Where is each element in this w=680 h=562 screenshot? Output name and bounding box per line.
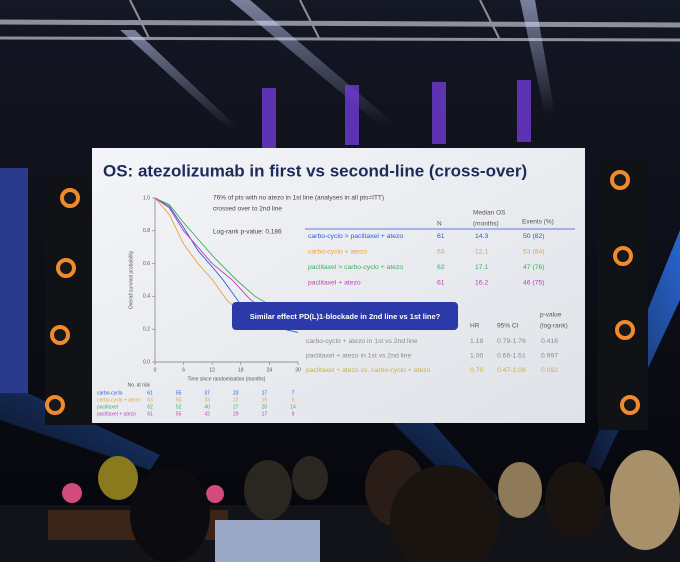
x-tick-label: 30 — [295, 367, 301, 373]
table-header: N — [437, 221, 442, 228]
note: 76% of pts with no atezo in 1st line (an… — [213, 195, 384, 202]
at-risk-count: 9 — [292, 411, 295, 417]
at-risk-count: 23 — [233, 390, 239, 396]
table-cell: 0.70 — [470, 367, 483, 374]
survival-curve — [154, 197, 299, 314]
logrank: Log-rank p-value: 0.186 — [213, 229, 282, 236]
stage-lights — [262, 80, 531, 148]
banner-text: Similar effect PD(L)1-blockade in 2nd li… — [250, 312, 441, 321]
table-header: HR — [470, 323, 480, 330]
table-cell: paclitaxel + atezo — [308, 279, 361, 286]
at-risk-count: 52 — [176, 404, 182, 410]
slide — [92, 148, 585, 423]
at-risk-count: 55 — [176, 390, 182, 396]
at-risk-count: 27 — [233, 404, 239, 410]
table-header: (log-rank) — [540, 323, 568, 330]
table-cell: 0.47-1.06 — [497, 367, 526, 374]
at-risk-count: 37 — [204, 390, 210, 396]
table-cell: 50 (82) — [523, 233, 545, 240]
table-cell: 61 — [437, 233, 445, 240]
table-header: Events (%) — [522, 219, 554, 226]
table-cell: 46 (75) — [523, 279, 545, 286]
table-cell: 12.1 — [475, 248, 488, 255]
at-risk-label: paclitaxel + atezo — [97, 411, 136, 417]
x-tick-label: 24 — [267, 367, 273, 373]
at-risk-count: 50 — [176, 397, 182, 403]
table-cell: 1.00 — [470, 352, 483, 359]
table-cell: 16.2 — [475, 279, 488, 286]
y-axis-label: Overall survival probability — [128, 250, 134, 309]
truss — [0, 0, 680, 42]
at-risk-count: 6 — [292, 397, 295, 403]
table-cell: 17.1 — [475, 264, 488, 271]
at-risk-count: 55 — [176, 411, 182, 417]
x-tick-label: 6 — [182, 367, 185, 373]
slide-title: OS: atezolizumab in first vs second-line… — [103, 161, 527, 180]
table-header: Median OS — [473, 210, 506, 217]
table-header: 95% CI — [497, 323, 519, 330]
table-cell: carbo-cyclo + atezo in 1st vs 2nd line — [306, 338, 418, 345]
x-tick-label: 18 — [238, 367, 244, 373]
x-axis-label: Time since randomisation (months) — [188, 376, 266, 382]
at-risk-count: 20 — [262, 404, 268, 410]
table-cell: carbo-cyclo + atezo — [308, 248, 367, 255]
y-tick-label: 0.8 — [143, 228, 150, 234]
table-cell: 0.79-1.76 — [497, 338, 526, 345]
at-risk-count: 22 — [233, 397, 239, 403]
at-risk-label: paclitaxel — [97, 404, 118, 410]
y-tick-label: 0.0 — [143, 359, 150, 365]
table-cell: 0.997 — [541, 352, 558, 359]
at-risk-count: 29 — [233, 411, 239, 417]
table-cell: 61 — [437, 279, 445, 286]
y-tick-label: 0.2 — [143, 327, 150, 333]
x-tick-label: 12 — [209, 367, 215, 373]
at-risk-count: 33 — [204, 397, 210, 403]
speakers — [45, 160, 648, 430]
table-cell: 14.3 — [475, 233, 488, 240]
audience — [0, 450, 680, 562]
y-tick-label: 0.6 — [143, 261, 150, 267]
table-cell: carbo-cyclo > paclitaxel + atezo — [308, 233, 403, 240]
table-cell: 1.18 — [470, 338, 483, 345]
at-risk-count: 62 — [147, 404, 153, 410]
at-risk-label: carbo-cyclo — [97, 390, 123, 396]
side-screen — [0, 168, 28, 393]
at-risk-count: 17 — [262, 411, 268, 417]
at-risk-count: 40 — [204, 404, 210, 410]
at-risk-count: 7 — [292, 390, 295, 396]
table-cell: paclitaxel + atezo in 1st vs 2nd line — [306, 352, 411, 359]
banner — [232, 302, 458, 330]
table-header: (months) — [473, 221, 499, 228]
slide-content: OS: atezolizumab in first vs second-line… — [97, 161, 575, 417]
at-risk-count: 61 — [147, 390, 153, 396]
table-cell: 0.092 — [541, 367, 558, 374]
x-tick-label: 0 — [154, 367, 157, 373]
at-risk-count: 63 — [147, 397, 153, 403]
table-cell: paclitaxel > carbo-cyclo + atezo — [308, 264, 403, 271]
at-risk-count: 17 — [262, 390, 268, 396]
table-cell: 62 — [437, 264, 445, 271]
at-risk-title: No. at risk — [127, 382, 150, 388]
y-tick-label: 1.0 — [143, 195, 150, 201]
y-tick-label: 0.4 — [143, 294, 150, 300]
table-cell: 47 (76) — [523, 264, 545, 271]
at-risk-label: carbo-cyclo + atezo — [97, 397, 141, 403]
table-header: p-value — [540, 312, 562, 319]
at-risk-count: 15 — [262, 397, 268, 403]
at-risk-count: 42 — [204, 411, 210, 417]
at-risk-count: 61 — [147, 411, 153, 417]
at-risk-count: 14 — [290, 404, 296, 410]
table-cell: paclitaxel + atezo vs. carbo-cyclo + ate… — [306, 367, 431, 374]
table-cell: 53 (84) — [523, 248, 545, 255]
table-cell: 0.416 — [541, 338, 558, 345]
table-cell: 0.66-1.51 — [497, 352, 526, 359]
note: crossed over to 2nd line — [213, 206, 282, 213]
table-cell: 63 — [437, 248, 445, 255]
